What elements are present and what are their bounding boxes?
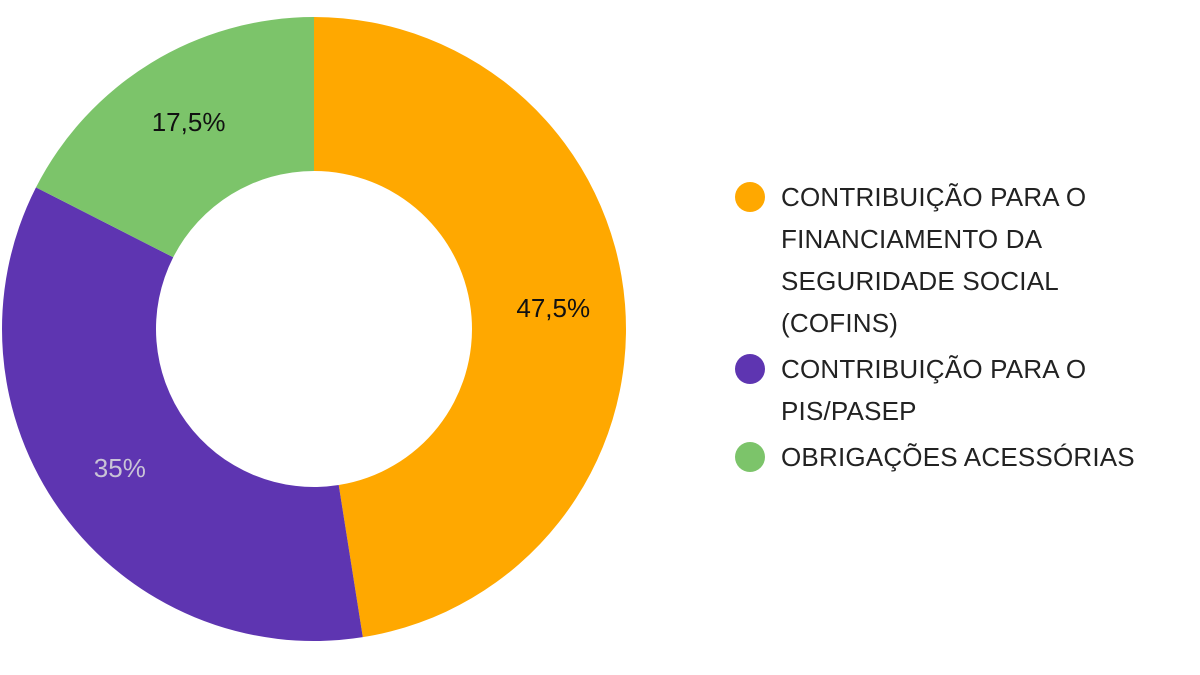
slice-label-1: 35% xyxy=(94,453,146,483)
legend-label-2: OBRIGAÇÕES ACESSÓRIAS xyxy=(781,442,1135,472)
slice-2 xyxy=(36,16,314,258)
slice-1 xyxy=(2,187,363,641)
slice-label-0: 47,5% xyxy=(516,293,590,323)
slice-0 xyxy=(314,17,626,638)
legend-swatch-0 xyxy=(735,182,765,212)
legend-item-1: CONTRIBUIÇÃO PARA O PIS/PASEP xyxy=(735,348,1175,432)
slices-group xyxy=(2,16,626,641)
legend-item-2: OBRIGAÇÕES ACESSÓRIAS xyxy=(735,436,1175,478)
legend: CONTRIBUIÇÃO PARA O FINANCIAMENTO DA SEGUR… xyxy=(735,176,1175,482)
legend-item-0: CONTRIBUIÇÃO PARA O FINANCIAMENTO DA SEGUR… xyxy=(735,176,1175,344)
legend-label-0: CONTRIBUIÇÃO PARA O FINANCIAMENTO DA SEGUR… xyxy=(781,182,1087,338)
legend-swatch-2 xyxy=(735,442,765,472)
legend-label-1: CONTRIBUIÇÃO PARA O PIS/PASEP xyxy=(781,354,1087,426)
slice-labels-group: 47,5% 35% 17,5% xyxy=(94,107,590,483)
legend-swatch-1 xyxy=(735,354,765,384)
slice-label-2: 17,5% xyxy=(152,107,226,137)
donut-plot: 47,5% 35% 17,5% xyxy=(2,16,626,641)
